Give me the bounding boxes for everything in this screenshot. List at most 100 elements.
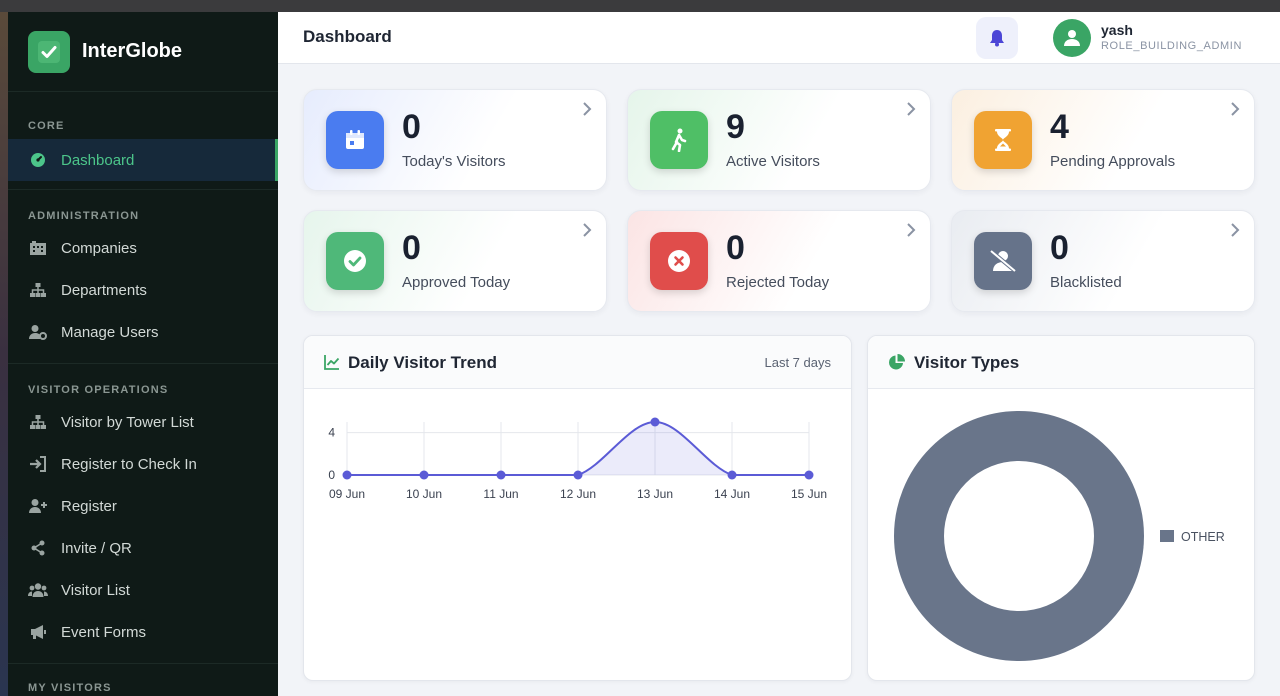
sidebar-item-register[interactable]: Register bbox=[8, 485, 278, 527]
section-label-visitor-operations: VISITOR OPERATIONS bbox=[28, 384, 169, 396]
sidebar-item-label: Departments bbox=[61, 281, 147, 299]
user-cog-icon bbox=[28, 322, 48, 342]
sidebar-item-manage-users[interactable]: Manage Users bbox=[8, 311, 278, 353]
desktop-edge bbox=[0, 12, 8, 696]
sidebar-item-label: Visitor List bbox=[61, 581, 130, 599]
divider bbox=[8, 189, 278, 190]
chevron-right-icon bbox=[583, 102, 592, 116]
sidebar-item-register-check-in[interactable]: Register to Check In bbox=[8, 443, 278, 485]
stat-card-todays-visitors[interactable]: 0 Today's Visitors bbox=[303, 89, 607, 191]
series-area bbox=[347, 422, 809, 475]
data-point[interactable] bbox=[573, 470, 583, 480]
data-point[interactable] bbox=[804, 470, 814, 480]
panel-header: Daily Visitor Trend Last 7 days bbox=[304, 336, 851, 389]
sidebar: InterGlobe CORE Dashboard ADMINISTRATION… bbox=[8, 12, 278, 696]
sidebar-item-label: Register to Check In bbox=[61, 455, 197, 473]
sidebar-item-visitor-by-tower[interactable]: Visitor by Tower List bbox=[8, 401, 278, 443]
chevron-right-icon bbox=[583, 223, 592, 237]
panel-title: Visitor Types bbox=[914, 353, 1020, 372]
data-point[interactable] bbox=[419, 470, 429, 480]
section-label-administration: ADMINISTRATION bbox=[28, 210, 140, 222]
sitemap-icon bbox=[28, 412, 48, 432]
user-name[interactable]: yash bbox=[1101, 22, 1133, 38]
visitor-types-chart: OTHER bbox=[894, 411, 1225, 661]
sidebar-item-label: Manage Users bbox=[61, 323, 159, 341]
walking-icon bbox=[650, 111, 708, 169]
window-top-bar bbox=[0, 0, 1280, 12]
daily-visitor-trend-panel: Daily Visitor Trend Last 7 days 4 0 09 Jun… bbox=[303, 335, 852, 681]
bell-icon bbox=[990, 30, 1004, 47]
data-point[interactable] bbox=[342, 470, 352, 480]
user-plus-icon bbox=[28, 496, 48, 516]
users-icon bbox=[28, 580, 48, 600]
stat-label: Approved Today bbox=[402, 274, 511, 291]
sign-in-icon bbox=[28, 454, 48, 474]
stat-card-approved-today[interactable]: 0 Approved Today bbox=[303, 210, 607, 312]
sidebar-item-event-forms[interactable]: Event Forms bbox=[8, 611, 278, 653]
top-header: Dashboard yash ROLE_BUILDING_ADMIN bbox=[278, 12, 1280, 64]
data-point[interactable] bbox=[650, 417, 660, 427]
stat-label: Pending Approvals bbox=[1050, 153, 1176, 170]
stat-card-active-visitors[interactable]: 9 Active Visitors bbox=[627, 89, 931, 191]
x-tick-label: 09 Jun bbox=[329, 487, 365, 501]
sidebar-item-label: Companies bbox=[61, 239, 137, 257]
sidebar-item-departments[interactable]: Departments bbox=[8, 269, 278, 311]
stat-value: 0 bbox=[402, 108, 421, 146]
avatar[interactable] bbox=[1053, 19, 1091, 57]
x-tick-label: 12 Jun bbox=[560, 487, 596, 501]
stat-label: Active Visitors bbox=[726, 153, 820, 170]
user-slash-icon bbox=[974, 232, 1032, 290]
sidebar-item-label: Dashboard bbox=[61, 151, 135, 169]
page-title: Dashboard bbox=[303, 27, 392, 46]
sidebar-item-invite-qr[interactable]: Invite / QR bbox=[8, 527, 278, 569]
sidebar-item-companies[interactable]: Companies bbox=[8, 227, 278, 269]
bullhorn-icon bbox=[28, 622, 48, 642]
stat-value: 0 bbox=[726, 229, 745, 267]
divider bbox=[8, 663, 278, 664]
sidebar-item-dashboard[interactable]: Dashboard bbox=[8, 139, 278, 181]
section-label-core: CORE bbox=[28, 120, 65, 132]
notifications-button[interactable] bbox=[976, 17, 1018, 59]
range-label: Last 7 days bbox=[764, 355, 832, 370]
x-tick-label: 15 Jun bbox=[791, 487, 827, 501]
x-tick-label: 14 Jun bbox=[714, 487, 750, 501]
stat-card-rejected-today[interactable]: 0 Rejected Today bbox=[627, 210, 931, 312]
share-icon bbox=[28, 538, 48, 558]
gauge-icon bbox=[28, 150, 48, 170]
chevron-right-icon bbox=[1231, 223, 1240, 237]
main-content: Dashboard yash ROLE_BUILDING_ADMIN 0 Tod… bbox=[278, 12, 1280, 696]
trend-chart: 4 0 09 Jun 10 Jun 11 Jun 12 Jun 13 Jun 14 Jun 15… bbox=[328, 417, 827, 501]
shield-check-icon bbox=[28, 30, 70, 73]
stat-card-blacklisted[interactable]: 0 Blacklisted bbox=[951, 210, 1255, 312]
hourglass-icon bbox=[974, 111, 1032, 169]
times-circle-icon bbox=[650, 232, 708, 290]
pie-slice[interactable] bbox=[894, 411, 1144, 661]
y-tick-label: 0 bbox=[328, 468, 335, 482]
chevron-right-icon bbox=[907, 102, 916, 116]
x-tick-label: 11 Jun bbox=[483, 487, 518, 501]
legend-label[interactable]: OTHER bbox=[1181, 530, 1225, 544]
x-tick-label: 10 Jun bbox=[406, 487, 442, 501]
data-point[interactable] bbox=[727, 470, 737, 480]
sidebar-item-label: Event Forms bbox=[61, 623, 147, 641]
chevron-right-icon bbox=[1231, 102, 1240, 116]
visitor-types-panel: Visitor Types OTHER bbox=[867, 335, 1255, 681]
stat-label: Blacklisted bbox=[1050, 274, 1122, 291]
check-circle-icon bbox=[326, 232, 384, 290]
panel-header: Visitor Types bbox=[868, 336, 1254, 389]
stat-card-pending-approvals[interactable]: 4 Pending Approvals bbox=[951, 89, 1255, 191]
brand-name: InterGlobe bbox=[82, 40, 183, 62]
sidebar-item-visitor-list[interactable]: Visitor List bbox=[8, 569, 278, 611]
stat-value: 9 bbox=[726, 108, 745, 146]
stat-label: Today's Visitors bbox=[402, 153, 506, 170]
y-tick-label: 4 bbox=[328, 426, 335, 440]
pie-chart-icon bbox=[889, 354, 905, 370]
sidebar-item-label: Invite / QR bbox=[61, 539, 132, 557]
building-icon bbox=[28, 238, 48, 258]
x-tick-label: 13 Jun bbox=[637, 487, 673, 501]
data-point[interactable] bbox=[496, 470, 506, 480]
brand[interactable]: InterGlobe bbox=[8, 12, 278, 92]
legend-swatch bbox=[1160, 530, 1174, 542]
stat-label: Rejected Today bbox=[726, 274, 830, 291]
chevron-right-icon bbox=[907, 223, 916, 237]
